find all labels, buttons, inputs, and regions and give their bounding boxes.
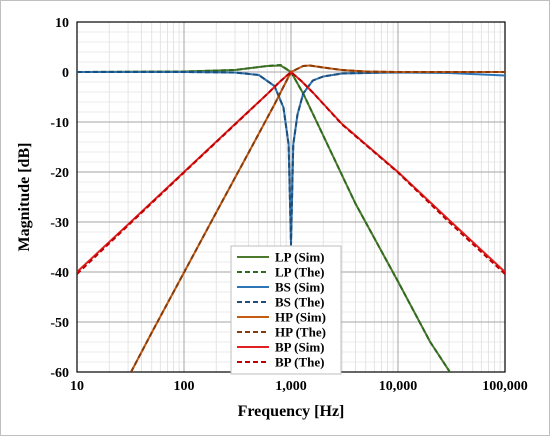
legend-label: BP (The) bbox=[275, 355, 324, 370]
series-line-lp-the bbox=[77, 64, 452, 372]
x-axis-title: Frequency [Hz] bbox=[238, 403, 345, 420]
series-line-hp-the bbox=[130, 64, 505, 372]
y-tick-label: -50 bbox=[50, 316, 69, 331]
x-tick-label: 10,000 bbox=[379, 379, 418, 394]
y-axis-title: Magnitude [dB] bbox=[16, 143, 33, 252]
x-tick-label: 100,000 bbox=[482, 379, 528, 394]
legend: LP (Sim)LP (The)BS (Sim)BS (The)HP (Sim)… bbox=[230, 245, 342, 375]
legend-label: LP (The) bbox=[275, 265, 324, 280]
y-tick-label: 0 bbox=[62, 66, 69, 81]
legend-label: HP (The) bbox=[275, 325, 326, 340]
x-tick-label: 1,000 bbox=[275, 379, 307, 394]
legend-label: BS (Sim) bbox=[275, 280, 324, 295]
y-tick-label: -10 bbox=[50, 116, 69, 131]
x-tick-label: 10 bbox=[70, 379, 84, 394]
y-tick-label: -40 bbox=[50, 266, 69, 281]
legend-box bbox=[230, 245, 342, 375]
legend-label: HP (Sim) bbox=[275, 310, 326, 325]
y-tick-label: -60 bbox=[50, 366, 69, 381]
y-tick-label: 10 bbox=[55, 16, 69, 31]
legend-label: LP (Sim) bbox=[275, 250, 324, 265]
series-line-bp-the bbox=[77, 71, 505, 275]
legend-label: BP (Sim) bbox=[275, 340, 324, 355]
legend-label: BS (The) bbox=[275, 295, 324, 310]
tick-labels: 10 100 1,000 10,000 100,000100-10-20-30-40-5… bbox=[50, 16, 527, 394]
series-line-bs-the bbox=[77, 71, 505, 246]
y-tick-label: -20 bbox=[50, 166, 69, 181]
x-tick-label: 100 bbox=[174, 379, 195, 394]
series-layer bbox=[77, 64, 505, 372]
y-tick-label: -30 bbox=[50, 216, 69, 231]
